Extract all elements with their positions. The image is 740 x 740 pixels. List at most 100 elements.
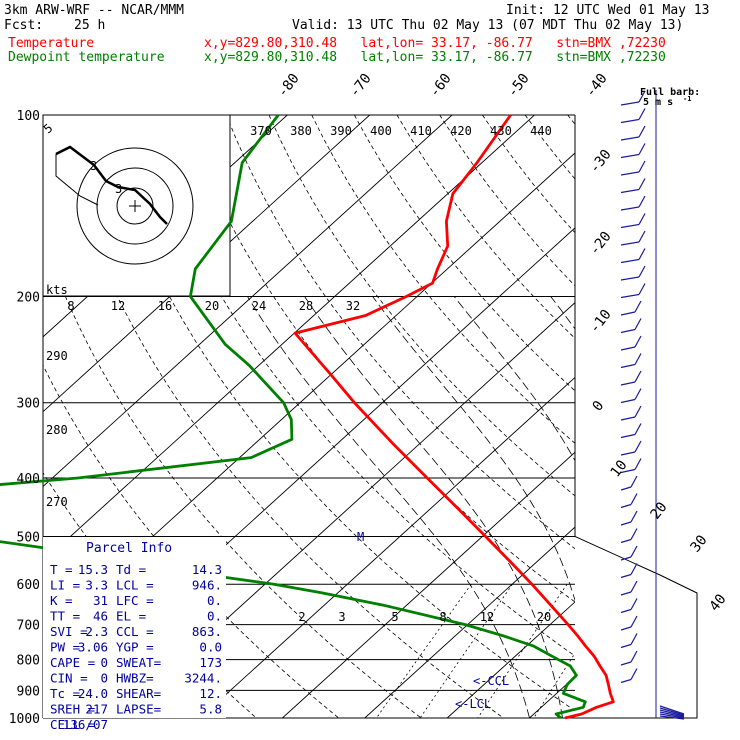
pressure-tick-label: 600 <box>17 578 40 593</box>
wind-barb-flag <box>630 475 638 488</box>
isotherm-line <box>364 526 575 718</box>
wind-barb <box>620 241 640 246</box>
wind-barb-flag <box>630 668 638 680</box>
isotherm-tick-label: 10 <box>608 457 631 480</box>
wind-barb-surface <box>659 707 685 716</box>
temperature-legend-info: x,y=829.80,310.48 lat,lon= 33.17, -86.77… <box>204 36 666 51</box>
wind-barb <box>620 626 632 631</box>
parcel-row-label2: HWBZ= <box>116 671 154 686</box>
chart-annotation: M <box>357 530 364 544</box>
wind-barb <box>620 153 640 159</box>
pressure-tick-label: 200 <box>17 291 40 306</box>
parcel-info-title: Parcel Info <box>86 541 172 556</box>
hodograph-speed-label: 16 <box>158 299 172 313</box>
hodograph-speed-label: 8 <box>67 299 74 313</box>
parcel-row-label: CIN = <box>50 671 88 686</box>
mixing-ratio-label: 8 <box>439 610 446 624</box>
wind-barb-flag <box>638 248 646 260</box>
parcel-row-label2: Td = <box>116 562 146 577</box>
dry-adiabat-line <box>482 115 575 234</box>
dry-adiabat-line <box>43 236 422 718</box>
wind-barb-flag <box>638 178 646 190</box>
parcel-row-label: CELL = <box>50 717 95 732</box>
moist-adiabat-line <box>453 296 575 462</box>
parcel-row-value: 0 <box>100 671 108 686</box>
dry-adiabat-line <box>183 115 575 603</box>
wind-barb-flag <box>634 318 642 330</box>
dry-adiabat-line <box>524 115 575 180</box>
wind-barb-flag <box>634 353 642 365</box>
wind-barb <box>620 346 636 351</box>
hodograph-speed-label: 20 <box>205 299 219 313</box>
wind-barb <box>620 328 636 334</box>
parcel-row-label2: LFC = <box>116 593 154 608</box>
dry-adiabat-line <box>268 115 575 497</box>
isotherm-line <box>43 115 453 488</box>
barb-key-units: 5 m s <box>643 97 673 108</box>
parcel-row-label2: CCL = <box>116 624 154 639</box>
parcel-row-value2: 3244. <box>184 671 222 686</box>
wind-barb-flag <box>638 195 646 208</box>
pressure-tick-label: 100 <box>17 109 40 124</box>
parcel-info-panel: Parcel Info T = 15.3 Td = 14.3 LI = 3.3 LCL = 94… <box>43 537 226 732</box>
isotherm-line <box>117 302 575 718</box>
mixing-ratio-label: 20 <box>537 610 551 624</box>
hodograph-speed-label: 32 <box>346 299 360 313</box>
wind-barb-surface <box>659 705 685 715</box>
wind-barb <box>620 591 632 596</box>
isotherm-tick-label: -20 <box>587 229 615 259</box>
wind-barb <box>620 538 632 544</box>
parcel-row-value: 46 <box>93 609 108 624</box>
pressure-tick-label: 300 <box>17 397 40 412</box>
init-time: Init: 12 UTC Wed 01 May 13 <box>506 3 710 18</box>
wind-barb-flag <box>638 283 646 295</box>
wind-barb <box>620 486 632 491</box>
wind-barb-flag <box>638 125 646 138</box>
parcel-row-label: PW = <box>50 640 80 655</box>
parcel-row-value2: 5.8 <box>199 702 222 717</box>
parcel-row-label2: SWEAT= <box>116 655 161 670</box>
wind-barb <box>620 433 636 439</box>
parcel-row-value: 3.3 <box>85 578 108 593</box>
isotherm-line <box>43 115 371 413</box>
parcel-row-label2: LCL = <box>116 578 154 593</box>
hodograph-ring <box>76 147 194 265</box>
hodograph-ring-label: 3 <box>115 182 122 196</box>
wind-barb-flag <box>634 423 642 435</box>
wind-barb <box>620 258 640 264</box>
parcel-row-value2: 0.0 <box>199 640 222 655</box>
parcel-row-value2: 0. <box>207 609 222 624</box>
parcel-row-value: 15.3 <box>78 562 108 577</box>
parcel-row-value2: 12. <box>199 686 222 701</box>
pressure-tick-label: 700 <box>17 619 40 634</box>
isotherm-line <box>694 115 740 718</box>
theta-side-label: 290 <box>46 349 68 363</box>
parcel-row-label: TT = <box>50 609 80 624</box>
theta-side-label: 270 <box>46 495 68 509</box>
moist-adiabat-line <box>304 296 563 718</box>
mixing-ratio-label: 3 <box>338 610 345 624</box>
theta-tick-label: 410 <box>410 124 432 138</box>
theta-tick-label: 400 <box>370 124 392 138</box>
wind-barb <box>620 311 636 316</box>
chart-annotation: <-LCL <box>455 697 491 711</box>
theta-tick-label: 440 <box>530 124 552 138</box>
isotherm-tick-label: 40 <box>707 591 730 614</box>
wind-barb <box>620 101 640 106</box>
hodograph-ring <box>96 167 174 245</box>
isotherm-tick-label: 20 <box>648 499 671 522</box>
wind-barb-flag <box>630 650 638 663</box>
wind-barb <box>620 678 632 684</box>
wind-barb-flag <box>630 545 638 558</box>
mixing-ratio-line <box>477 583 568 718</box>
wind-barb-flag <box>630 580 638 593</box>
fcst-value: 25 h <box>74 18 106 33</box>
mixing-ratio-label: 5 <box>391 610 398 624</box>
parcel-row-value2: 0. <box>207 593 222 608</box>
wind-barb <box>620 643 632 649</box>
wind-barb <box>620 223 640 229</box>
fcst-label: Fcst: <box>4 18 44 33</box>
theta-tick-label: 370 <box>250 124 272 138</box>
wind-barb <box>620 451 636 456</box>
